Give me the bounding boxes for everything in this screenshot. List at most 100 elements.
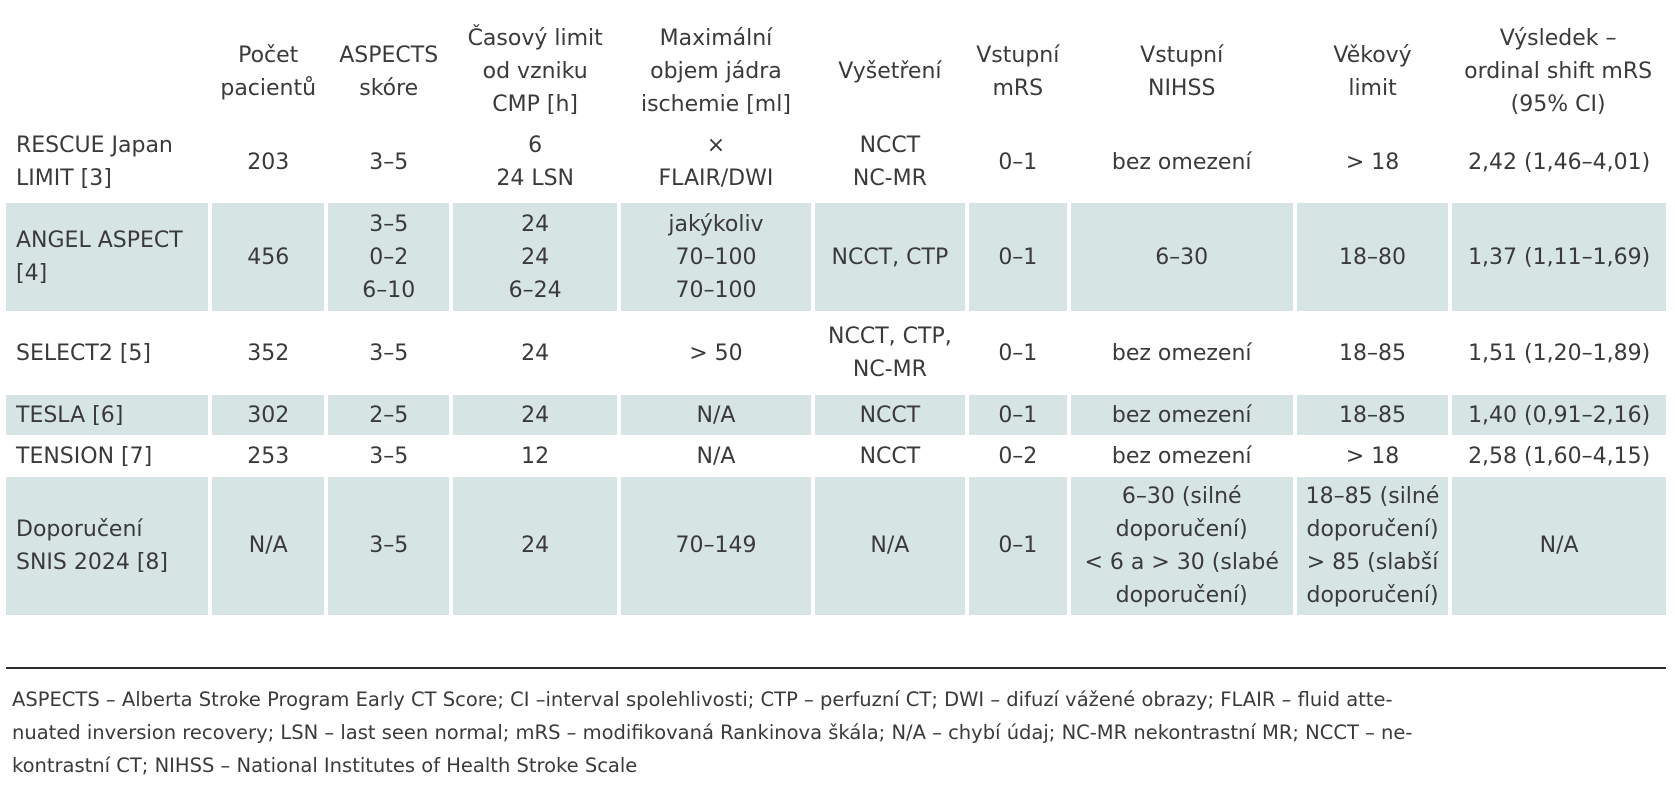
table-cell: > 18: [1292, 121, 1451, 202]
table-cell-line: 203: [247, 149, 290, 175]
table-cell: bez omezení: [1066, 393, 1295, 436]
table-cell-line: NC-MR: [852, 166, 927, 191]
table-cell: 1,40 (0,91–2,16): [1448, 393, 1666, 436]
table-cell-line: 1,51 (1,20–1,89): [1468, 340, 1651, 366]
table-cell-line: 24: [521, 402, 550, 428]
table-cell-line: 0–2: [369, 244, 409, 270]
study-name-line: TENSION [7]: [16, 443, 153, 469]
table-cell-line: 12: [521, 443, 550, 469]
column-header: Výsledek – ordinal shift mRS (95% CI): [1450, 22, 1666, 122]
table-cell-line: 3–5: [369, 211, 409, 237]
table-cell-line: NC-MR: [852, 357, 927, 382]
table-cell-line: N/A: [870, 533, 910, 559]
table-cell: 1,37 (1,11–1,69): [1448, 201, 1666, 312]
column-header-line: objem jádra: [650, 59, 782, 84]
footnote-line: ASPECTS – Alberta Stroke Program Early C…: [12, 688, 1393, 711]
table-cell-line: 24: [521, 533, 550, 559]
table-cell: bez omezení: [1066, 121, 1295, 202]
table-cell: 3–5: [324, 475, 452, 618]
table-cell: NCCT: [810, 393, 968, 436]
table-cell-line: NCCT, CTP: [831, 244, 949, 270]
table-cell: N/A: [617, 393, 813, 436]
table-cell: jakýkoliv 70–100 70–100: [617, 201, 813, 312]
table-cell: NCCT, CTP: [810, 201, 968, 312]
table-cell-line: doporučení): [1306, 516, 1439, 542]
column-header-line: Maximální: [659, 26, 773, 51]
table-bottom-rule: [6, 667, 1666, 669]
study-name-line: LIMIT [3]: [16, 166, 112, 191]
table-cell-line: 6: [528, 133, 543, 158]
table-cell: > 50: [617, 311, 813, 394]
table-cell-line: 70–149: [675, 533, 757, 559]
table-cell-line: 18–80: [1339, 244, 1407, 270]
table-cell: × FLAIR/DWI: [617, 121, 813, 202]
table-cell-line: 0–1: [998, 340, 1038, 366]
table-cell-line: 3–5: [369, 149, 409, 175]
table-cell-line: 70–100: [675, 244, 757, 270]
table-cell: 18–85: [1292, 311, 1451, 394]
table-cell: 18–85: [1292, 393, 1451, 436]
study-name-cell: SELECT2 [5]: [6, 311, 211, 394]
table-cell: N/A: [810, 475, 968, 618]
table-cell-line: 0–1: [998, 244, 1038, 270]
column-header-line: Věkový: [1333, 42, 1412, 68]
table-cell: N/A: [208, 475, 327, 618]
column-header-line: Časový limit: [467, 26, 603, 51]
table-cell-line: bez omezení: [1111, 443, 1252, 469]
table-cell: 3–5: [324, 121, 452, 202]
column-header: ASPECTS skóre: [326, 22, 451, 122]
column-header: Vyšetření: [813, 22, 967, 122]
table-cell-line: 0–2: [998, 443, 1038, 469]
column-header: Vstupní NIHSS: [1069, 22, 1295, 122]
table-cell: 302: [208, 393, 327, 436]
column-header-line: Vstupní: [976, 42, 1060, 68]
table-cell-line: 6–30: [1155, 244, 1209, 270]
table-cell: 3–5: [324, 435, 452, 476]
table-cell: NCCT NC-MR: [810, 121, 968, 202]
table-cell-line: > 18: [1345, 443, 1400, 469]
table-cell-line: 253: [247, 443, 290, 469]
table-row: Doporučení SNIS 2024 [8] N/A 3–5 24 70–149 N/A…: [6, 475, 1666, 618]
table-cell: N/A: [1448, 475, 1666, 618]
table-cell-line: 70–100: [675, 277, 757, 303]
column-header-line: Počet: [238, 42, 299, 68]
table-cell-line: 3–5: [369, 340, 409, 366]
table-cell-line: 6–10: [362, 277, 416, 303]
table-cell-line: 3–5: [369, 443, 409, 469]
table-cell-line: N/A: [1539, 533, 1579, 559]
study-name-line: SELECT2 [5]: [16, 340, 151, 366]
table-cell-line: bez omezení: [1111, 402, 1252, 428]
column-header-line: ASPECTS: [339, 42, 439, 68]
table-cell: 24: [449, 475, 620, 618]
table-row: SELECT2 [5] 352 3–5 24 > 50 NCCT, CTP, NC-MR 0–…: [6, 311, 1666, 394]
table-cell-line: 2,42 (1,46–4,01): [1468, 149, 1651, 175]
table-cell: bez omezení: [1066, 435, 1295, 476]
table-cell: 0–1: [965, 393, 1069, 436]
table-cell: 3–5: [324, 311, 452, 394]
footnote-line: nuated inversion recovery; LSN – last se…: [12, 721, 1413, 744]
study-name-line: [4]: [16, 261, 48, 286]
column-header-line: CMP [h]: [492, 92, 579, 117]
column-header-line: od vzniku: [482, 59, 588, 84]
table-cell: 18–80: [1292, 201, 1451, 312]
table-cell-line: 3–5: [369, 533, 409, 559]
table-cell-line: 1,40 (0,91–2,16): [1468, 402, 1651, 428]
table-cell-line: 1,37 (1,11–1,69): [1468, 244, 1651, 270]
table-cell-line: 0–1: [998, 402, 1038, 428]
table-cell: 0–1: [965, 311, 1069, 394]
table-cell: 203: [208, 121, 327, 202]
table-cell-line: NCCT, CTP,: [828, 324, 952, 349]
table-cell: 6–30 (silné doporučení) < 6 a > 30 (slabé d…: [1066, 475, 1295, 618]
table-cell-line: N/A: [696, 402, 736, 428]
column-header-line: mRS: [992, 75, 1044, 101]
column-header-line: ischemie [ml]: [640, 92, 791, 117]
study-name-line: Doporučení: [16, 516, 143, 542]
table-cell-line: 24: [521, 244, 550, 270]
table-cell-line: NCCT: [859, 443, 921, 469]
study-name-cell: TENSION [7]: [6, 435, 211, 476]
table-cell: 0–1: [965, 201, 1069, 312]
table-cell: 0–2: [965, 435, 1069, 476]
header-row: Počet pacientů ASPECTS skóre Časový limit od …: [6, 22, 1666, 122]
table-cell: > 18: [1292, 435, 1451, 476]
column-header-line: Vstupní: [1140, 42, 1224, 68]
